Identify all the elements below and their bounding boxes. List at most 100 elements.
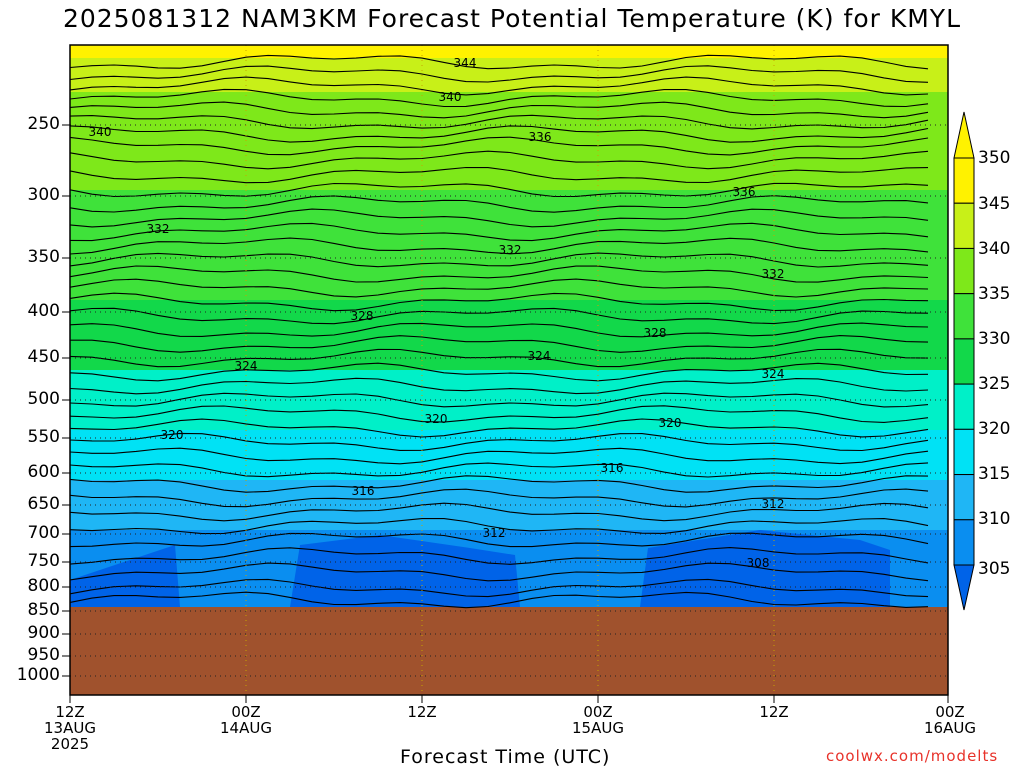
contour-line: [69, 252, 929, 268]
contour-label: 328: [351, 309, 374, 323]
colorbar-bottom-arrow: [953, 564, 975, 611]
colorbar-segment: [953, 383, 975, 430]
contour-line: [69, 432, 929, 452]
contour-line: [69, 502, 929, 522]
ytick: 500: [27, 389, 60, 409]
contour-line: [69, 362, 929, 382]
contour-line: [69, 447, 929, 465]
colorbar-segment: [953, 157, 975, 204]
color-band: [70, 45, 948, 58]
colorbar-tick: 335: [978, 284, 1011, 304]
contour-label: 320: [161, 428, 184, 442]
xtick: 12Z: [734, 704, 814, 720]
color-band: [70, 300, 948, 370]
contour-line: [69, 348, 929, 368]
contour-label: 316: [601, 461, 624, 475]
contour-line: [69, 392, 929, 408]
colorbar-tick: 305: [978, 559, 1011, 579]
contour-line: [69, 65, 929, 83]
ytick: 300: [27, 185, 60, 205]
contour-line: [69, 292, 929, 312]
contour-label: 324: [235, 359, 258, 373]
contour-line: [69, 76, 929, 96]
ytick: 400: [27, 301, 60, 321]
contour-line: [69, 182, 929, 198]
colorbar-tick: 320: [978, 419, 1011, 439]
contour-line: [69, 222, 929, 242]
ground-area: [70, 607, 948, 695]
contour-line: [69, 518, 929, 535]
ytick: 600: [27, 462, 60, 482]
contour-line: [69, 377, 929, 395]
xtick: 12Z: [382, 704, 462, 720]
contour-line: [69, 562, 929, 582]
ytick: 250: [27, 114, 60, 134]
plot-frame: [69, 44, 949, 696]
x-axis-label: Forecast Time (UTC): [400, 746, 611, 768]
contour-label: 332: [499, 243, 522, 257]
contour-line: [69, 532, 929, 548]
colorbar-tick: 350: [978, 148, 1011, 168]
colorbar-tick: 310: [978, 509, 1011, 529]
colorbar-segment: [953, 293, 975, 340]
contour-label: 340: [439, 90, 462, 104]
xtick-line: 00Z: [935, 703, 965, 721]
colorbar-tick: 330: [978, 329, 1011, 349]
contour-line: [69, 208, 929, 228]
colorbar-segment: [953, 202, 975, 249]
ytick: 800: [27, 576, 60, 596]
xtick-line: 2025: [50, 735, 90, 753]
ytick: 750: [27, 551, 60, 571]
colorbar-tick: 345: [978, 194, 1011, 214]
xtick-line: 00Z: [231, 703, 261, 721]
ytick: 1000: [16, 665, 60, 685]
contour-label: 324: [762, 367, 785, 381]
colorbar-segment: [953, 428, 975, 476]
color-band: [70, 58, 948, 92]
contour-line: [70, 335, 929, 353]
xtick-line: 15AUG: [572, 719, 624, 737]
xtick-line: 13AUG: [44, 719, 96, 737]
colorbar-segment: [953, 519, 975, 566]
contour-line: [69, 578, 929, 598]
contour-label: 344: [454, 56, 477, 70]
xtick: 00Z 16AUG: [910, 704, 990, 736]
contour-line: [69, 547, 929, 565]
color-band: [70, 92, 948, 190]
contour-label: 320: [659, 416, 682, 430]
ytick: 650: [27, 494, 60, 514]
xtick-line: 12Z: [407, 703, 437, 721]
ytick: 900: [27, 623, 60, 643]
xtick-line: 12Z: [759, 703, 789, 721]
credit-link[interactable]: coolwx.com/modelts: [826, 747, 999, 765]
colorbar-top-arrow: [953, 111, 975, 159]
contour-line: [69, 405, 929, 423]
contour-label: 320: [425, 412, 448, 426]
contour-label: 316: [352, 484, 375, 498]
colorbar-segment: [953, 474, 975, 521]
ytick: 850: [27, 600, 60, 620]
ytick: 350: [27, 247, 60, 267]
contour-line: [69, 322, 929, 338]
contour-label: 312: [483, 526, 506, 540]
xtick-line: 14AUG: [220, 719, 272, 737]
contour-line: [69, 150, 929, 170]
xtick: 00Z 14AUG: [206, 704, 286, 736]
contour-line: [69, 125, 929, 143]
contour-line: [69, 265, 929, 283]
contour-label: 308: [747, 556, 770, 570]
contour-label: 336: [529, 130, 552, 144]
contour-label: 312: [762, 497, 785, 511]
contour-line: [69, 166, 929, 184]
colorbar-tick: 340: [978, 239, 1011, 259]
contour-label: 324: [528, 349, 551, 363]
chart-title: 2025081312 NAM3KM Forecast Potential Tem…: [62, 4, 962, 33]
contour-line: [69, 101, 929, 119]
contour-line: [69, 136, 929, 156]
contour-line: [69, 88, 929, 108]
xtick-line: 12Z: [55, 703, 85, 721]
contour-line: [69, 237, 929, 255]
xtick-line: 00Z: [583, 703, 613, 721]
contour-label: 332: [147, 222, 170, 236]
